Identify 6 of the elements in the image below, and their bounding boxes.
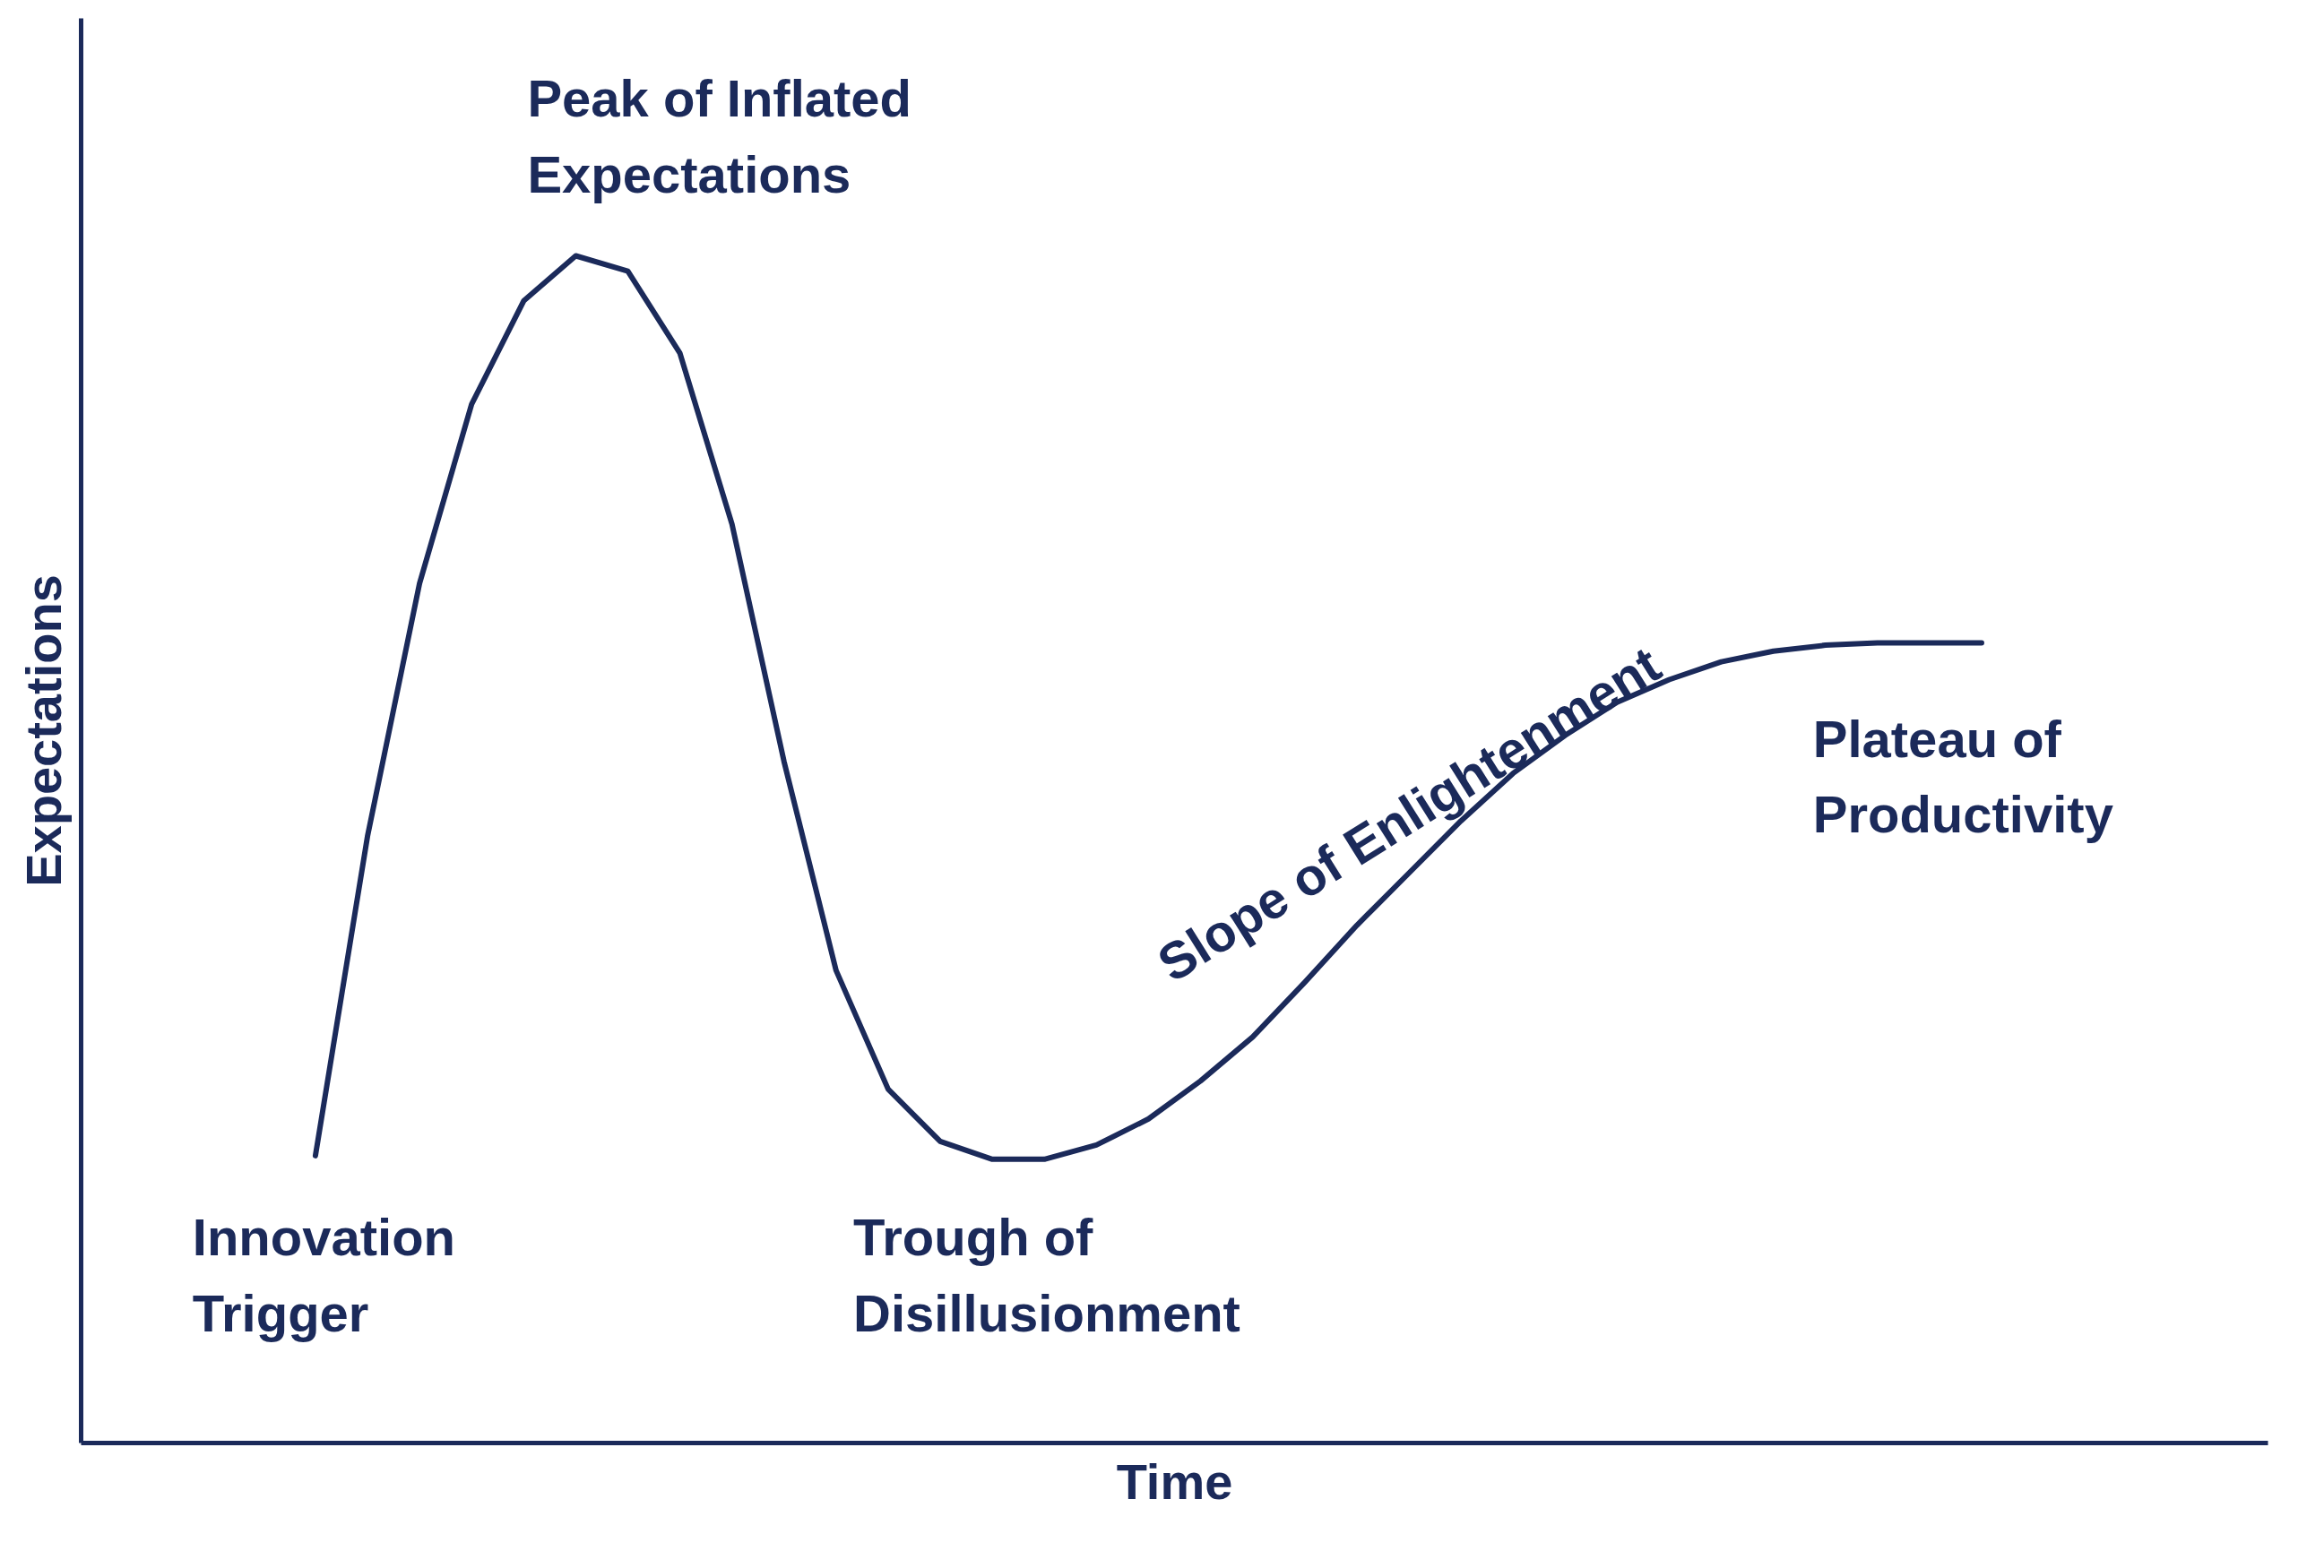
y-axis-title: Expectations	[14, 574, 72, 887]
text: Peak of Inflated Expectations	[527, 69, 912, 203]
x-axis-title: Time	[1116, 1452, 1233, 1510]
annotation: Plateau of Productivity	[1812, 709, 2113, 844]
annotation: Innovation Trigger	[192, 1208, 456, 1342]
annotation: Trough of Disillusionment	[853, 1208, 1240, 1342]
